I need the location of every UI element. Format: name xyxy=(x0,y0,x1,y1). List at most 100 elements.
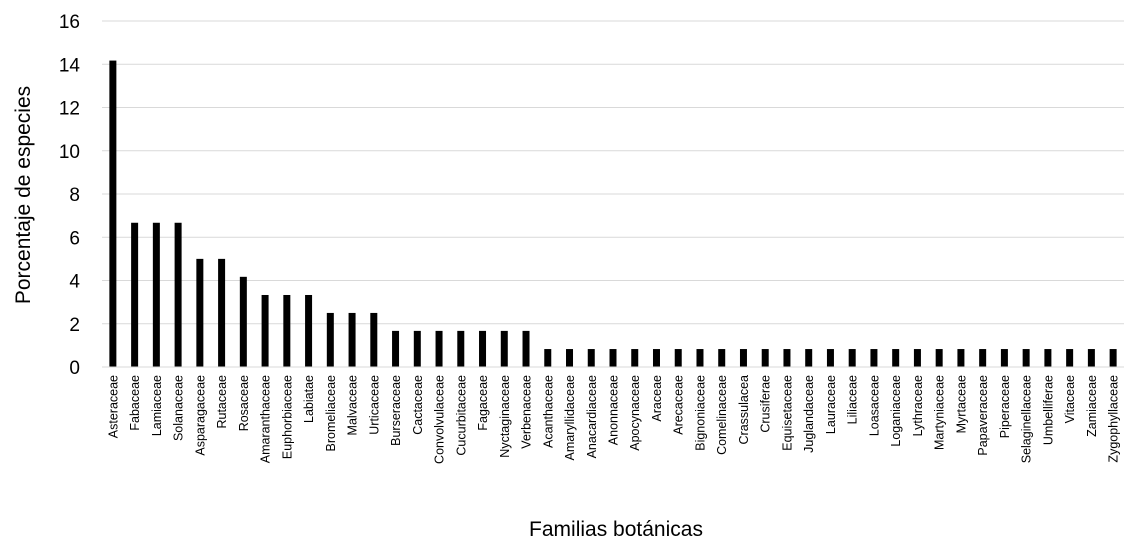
x-tick-label: Piperaceae xyxy=(998,375,1012,438)
x-tick-label: Anacardiaceae xyxy=(585,375,599,458)
x-tick-label: Comelinaceae xyxy=(715,375,729,455)
x-tick-label: Lythraceae xyxy=(911,375,925,436)
x-axis-title: Familias botánicas xyxy=(529,518,703,541)
bar xyxy=(131,222,139,367)
x-tick-label: Apocynaceae xyxy=(628,375,642,451)
x-tick-label: Equisetaceae xyxy=(780,375,794,451)
x-tick-label: Arecaceae xyxy=(672,375,686,435)
bar xyxy=(652,349,660,367)
x-tick-label: Asparagaceae xyxy=(193,375,207,456)
bar xyxy=(239,276,247,367)
bar xyxy=(761,349,769,367)
x-tick-label: Amaranthaceae xyxy=(259,375,273,463)
bar xyxy=(1022,349,1030,367)
x-tick-label: Bignoniaceae xyxy=(693,375,707,451)
bar xyxy=(370,312,378,367)
bar xyxy=(218,258,226,367)
bar xyxy=(392,330,400,367)
gridlines xyxy=(102,20,1124,325)
x-tick-label: Euphorbiaceae xyxy=(280,375,294,459)
x-tick-label: Verbenaceae xyxy=(520,375,534,449)
bar xyxy=(892,349,900,367)
x-tick-label: Asteraceae xyxy=(106,375,120,438)
bar xyxy=(174,222,182,367)
bar xyxy=(739,349,747,367)
x-tick-label: Papaveraceae xyxy=(976,375,990,456)
bar xyxy=(848,349,856,367)
bar xyxy=(609,349,617,367)
bar xyxy=(283,294,291,367)
x-tick-label: Rosaceae xyxy=(237,375,251,431)
bar xyxy=(500,330,508,367)
x-tick-label: Rutaceae xyxy=(215,375,229,429)
x-tick-label: Zamiaceae xyxy=(1085,375,1099,437)
x-tick-label: Malvaceae xyxy=(346,375,360,435)
bar xyxy=(1109,349,1117,367)
y-tick-label: 4 xyxy=(69,272,80,293)
x-axis-ticks: Asteraceae Fabaceae Lamiaceae Solanaceae Asp… xyxy=(106,375,1120,464)
bar xyxy=(674,349,682,367)
x-tick-label: Crassulacea xyxy=(737,375,751,445)
x-tick-label: Vitaceae xyxy=(1063,375,1077,423)
x-tick-label: Loganiaceae xyxy=(889,375,903,447)
bar xyxy=(566,349,574,367)
bar xyxy=(979,349,987,367)
bar xyxy=(261,294,269,367)
bar xyxy=(196,258,204,367)
y-tick-label: 8 xyxy=(69,185,80,206)
bar xyxy=(957,349,965,367)
x-tick-label: Lamiaceae xyxy=(150,375,164,436)
x-tick-label: Urticaceae xyxy=(367,375,381,435)
y-axis-ticks: 0 2 4 6 8 10 12 14 16 xyxy=(59,12,81,379)
bar xyxy=(935,349,943,367)
bar xyxy=(152,222,160,367)
x-tick-label: Bromeliaceae xyxy=(324,375,338,451)
x-tick-label: Fagaceae xyxy=(476,375,490,431)
x-tick-label: Loasaceae xyxy=(867,375,881,436)
x-tick-label: Selaginellaceae xyxy=(1020,375,1034,463)
bar xyxy=(435,330,443,367)
bar xyxy=(696,349,704,367)
bars xyxy=(109,60,1117,367)
bar xyxy=(1087,349,1095,367)
bar xyxy=(913,349,921,367)
bar xyxy=(1000,349,1008,367)
bar xyxy=(109,60,117,367)
bar xyxy=(413,330,421,367)
x-tick-label: Zygophyllaceae xyxy=(1107,375,1121,463)
x-tick-label: Umbelliferae xyxy=(1041,375,1055,445)
x-tick-label: Anonnaceae xyxy=(607,375,621,445)
bar xyxy=(631,349,639,367)
y-tick-label: 12 xyxy=(59,99,80,120)
y-tick-label: 6 xyxy=(69,228,80,249)
bar xyxy=(348,312,356,367)
bar xyxy=(1066,349,1074,367)
y-tick-label: 0 xyxy=(69,358,80,379)
x-tick-label: Cactaceae xyxy=(411,375,425,435)
bar xyxy=(826,349,834,367)
bar xyxy=(805,349,813,367)
x-tick-label: Fabaceae xyxy=(128,375,142,431)
y-tick-label: 10 xyxy=(59,142,80,163)
x-tick-label: Araceae xyxy=(650,375,664,422)
x-tick-label: Liliaceae xyxy=(846,375,860,424)
x-tick-label: Burseraceae xyxy=(389,375,403,446)
bar xyxy=(479,330,487,367)
x-tick-label: Crusiferae xyxy=(759,375,773,433)
y-tick-label: 16 xyxy=(59,12,80,33)
y-axis-title: Porcentaje de especies xyxy=(12,86,35,304)
x-tick-label: Acanthaceae xyxy=(541,375,555,448)
y-tick-label: 2 xyxy=(69,315,80,336)
bar xyxy=(718,349,726,367)
x-tick-label: Amaryllidaceae xyxy=(563,375,577,461)
x-tick-label: Myrtaceae xyxy=(954,375,968,433)
x-tick-label: Lauraceae xyxy=(824,375,838,434)
x-tick-label: Martyniaceae xyxy=(933,375,947,450)
bar xyxy=(587,349,595,367)
x-tick-label: Juglandaceae xyxy=(802,375,816,453)
bar xyxy=(326,312,334,367)
bar xyxy=(544,349,552,367)
bar xyxy=(522,330,530,367)
bar xyxy=(457,330,465,367)
